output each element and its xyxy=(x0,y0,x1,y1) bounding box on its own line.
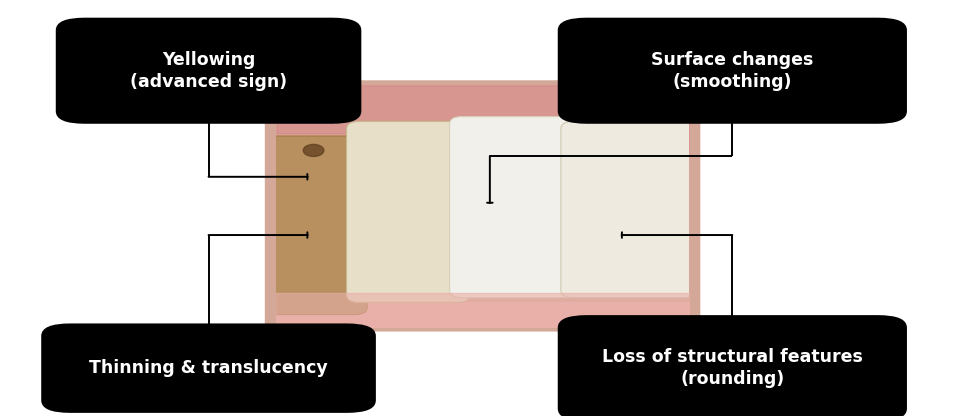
Text: Surface changes
(smoothing): Surface changes (smoothing) xyxy=(650,51,813,91)
FancyBboxPatch shape xyxy=(41,324,375,413)
Text: Thinning & translucency: Thinning & translucency xyxy=(89,359,328,377)
FancyBboxPatch shape xyxy=(55,18,360,124)
Text: Loss of structural features
(rounding): Loss of structural features (rounding) xyxy=(602,348,861,388)
FancyBboxPatch shape xyxy=(265,80,700,332)
Text: Yellowing
(advanced sign): Yellowing (advanced sign) xyxy=(130,51,287,91)
FancyBboxPatch shape xyxy=(557,315,906,416)
FancyBboxPatch shape xyxy=(557,18,906,124)
